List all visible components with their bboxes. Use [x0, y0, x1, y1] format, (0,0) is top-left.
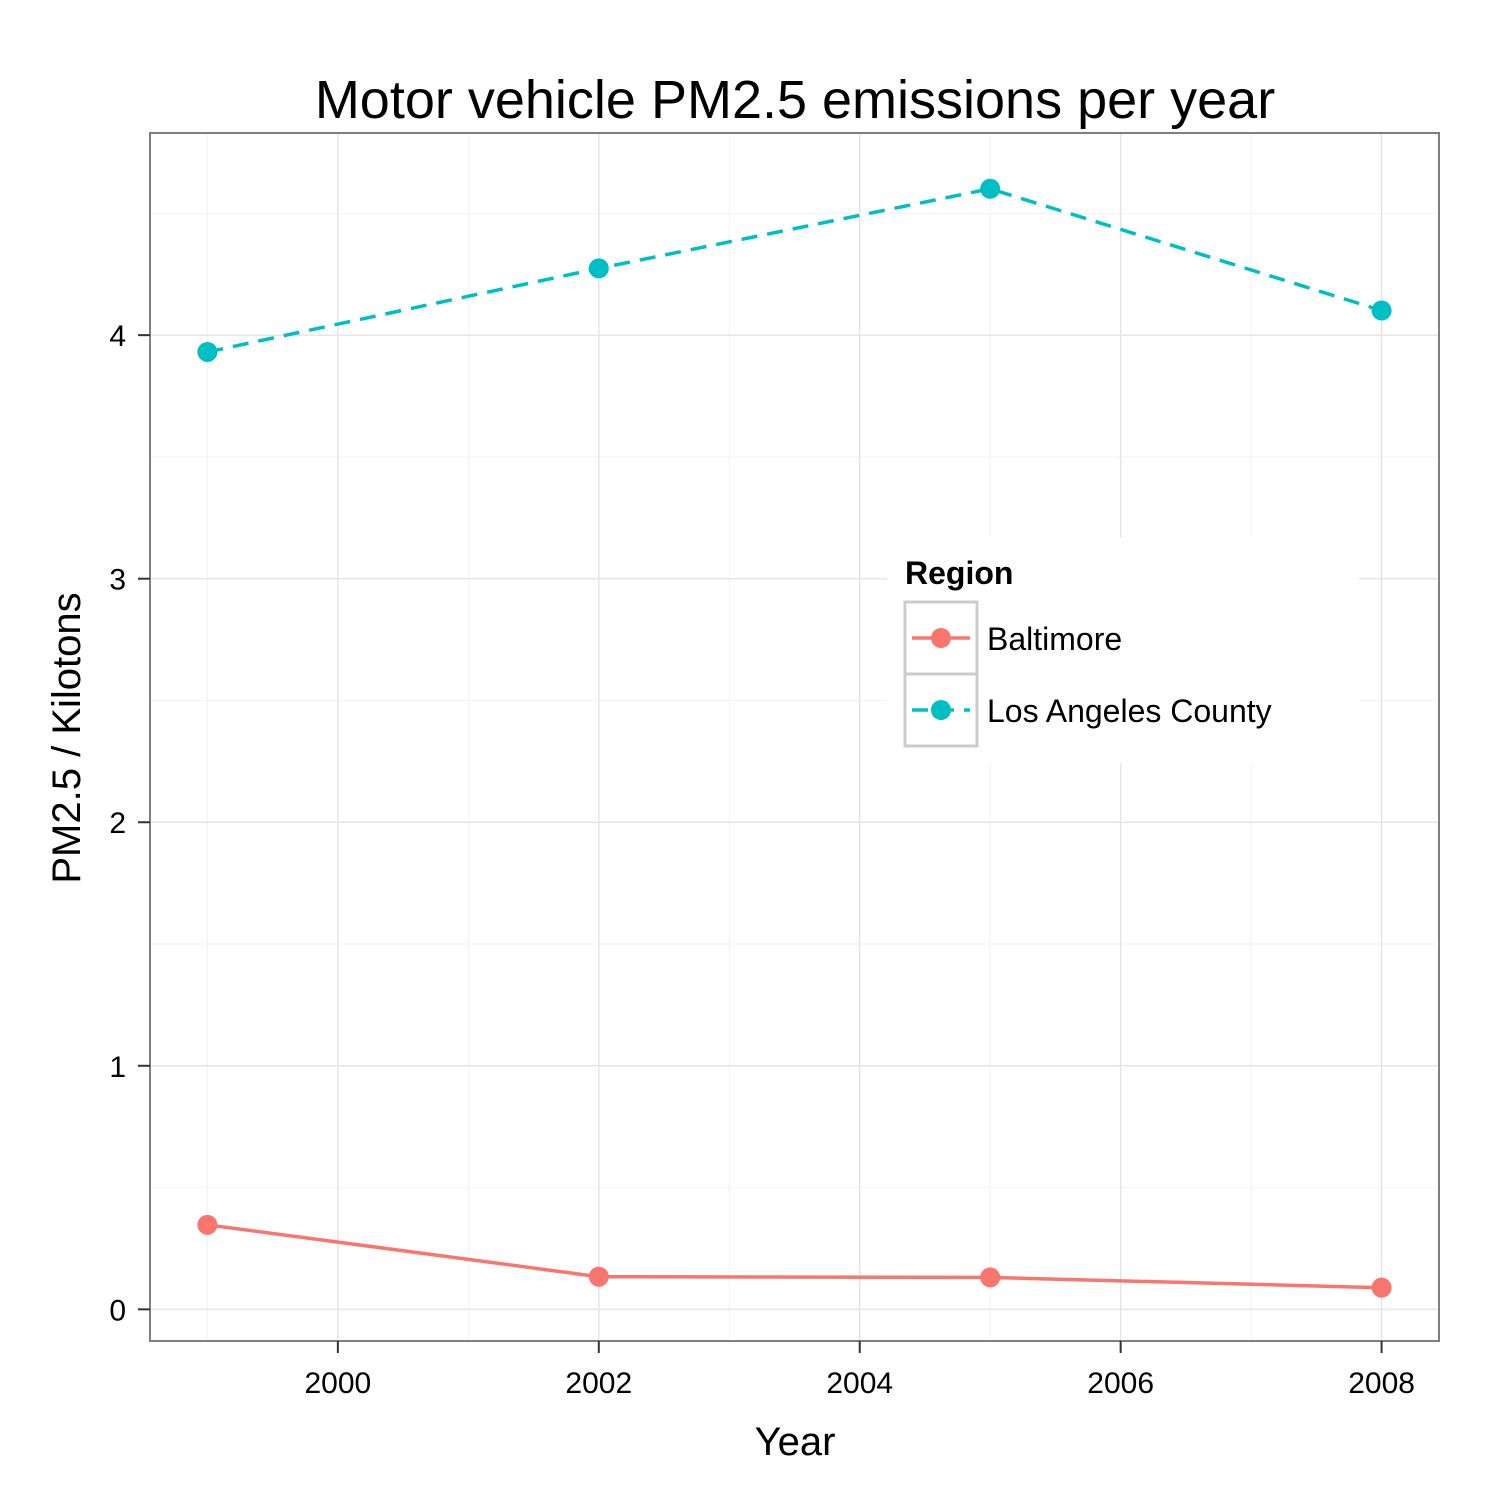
y-tick-label: 1: [109, 1051, 126, 1084]
series-0: [197, 1214, 1392, 1298]
legend-label: Los Angeles County: [987, 693, 1272, 729]
legend-items: Baltimore Los Angeles County: [903, 600, 1272, 748]
minor-gridlines: [150, 133, 1439, 1341]
y-tick-label: 3: [109, 564, 126, 597]
legend-item-1: Los Angeles County: [903, 672, 1272, 748]
data-point: [588, 258, 609, 279]
y-tick-label: 2: [109, 807, 126, 840]
x-tick-label: 2004: [826, 1367, 893, 1400]
legend: Region Baltimore Los Angeles County: [887, 538, 1359, 763]
series-line: [207, 1223, 1382, 1290]
x-tick-label: 2000: [304, 1367, 371, 1400]
x-tick-label: 2008: [1348, 1367, 1415, 1400]
legend-key-point: [931, 700, 951, 720]
legend-label: Baltimore: [987, 621, 1122, 657]
data-point: [588, 1266, 609, 1287]
data-point: [980, 178, 1001, 199]
x-axis-title: Year: [755, 1420, 836, 1464]
y-axis: 0 1 2 3 4: [109, 320, 150, 1327]
data-point: [1371, 300, 1392, 321]
legend-item-0: Baltimore: [903, 600, 1122, 676]
series-layer: [197, 178, 1392, 1298]
y-tick-label: 4: [109, 320, 126, 353]
x-axis: 2000 2002 2004 2006 2008: [304, 1341, 1415, 1400]
data-point: [197, 1214, 218, 1235]
data-point: [980, 1267, 1001, 1288]
plot-panel-border: [149, 132, 1440, 1342]
legend-key-point: [931, 628, 951, 648]
series-1: [197, 178, 1392, 362]
x-tick-label: 2006: [1087, 1367, 1154, 1400]
y-axis-title: PM2.5 / Kilotons: [45, 592, 89, 883]
data-point: [197, 341, 218, 362]
x-tick-label: 2002: [565, 1367, 632, 1400]
chart-title: Motor vehicle PM2.5 emissions per year: [315, 70, 1275, 130]
legend-title: Region: [905, 555, 1013, 591]
data-point: [1371, 1277, 1392, 1298]
series-line: [207, 186, 1383, 354]
y-tick-label: 0: [109, 1294, 126, 1327]
